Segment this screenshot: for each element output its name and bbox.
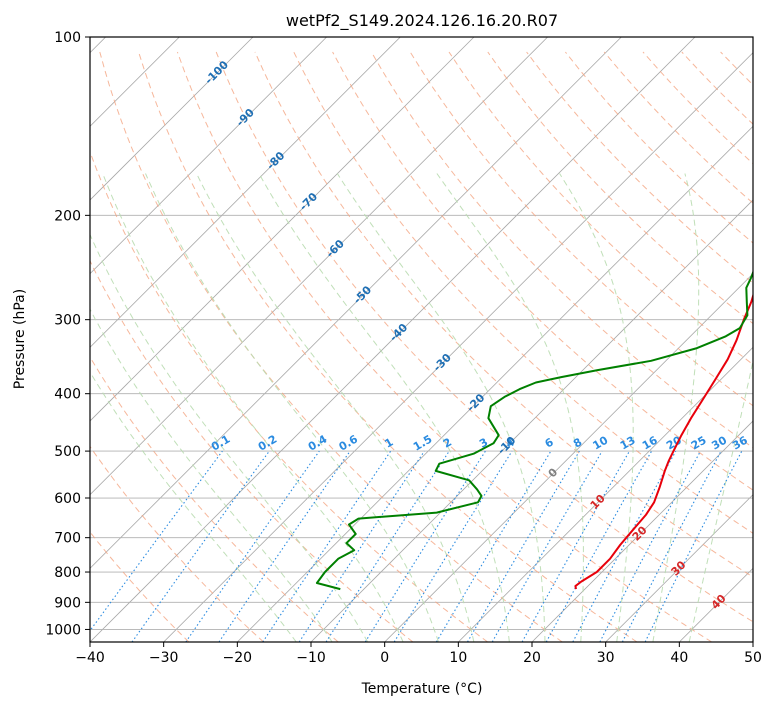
- dry-adiabat: [332, 51, 753, 491]
- x-tick-label: 0: [380, 650, 389, 666]
- moist-adiabat: [196, 173, 475, 642]
- mixing-ratio-line: [545, 450, 653, 642]
- dry-adiabat: [99, 51, 563, 642]
- moist-adiabat: [90, 233, 369, 642]
- plot-frame: [89, 36, 754, 643]
- isotherm-line: [163, 52, 753, 642]
- moist-adiabat: [652, 173, 700, 642]
- x-axis-label: Temperature (°C): [361, 681, 483, 697]
- moist-adiabat: [688, 358, 753, 642]
- isotherm-line: [90, 37, 622, 569]
- isotherm-line: [384, 273, 753, 642]
- moist-adiabat: [436, 173, 584, 642]
- mixing-ratio-line: [298, 450, 425, 642]
- mixing-ratio-line: [325, 450, 450, 642]
- isotherm-line: [90, 37, 401, 348]
- isotherm-line: [458, 346, 753, 642]
- x-tick-label: −10: [296, 650, 326, 666]
- moist-adiabat: [102, 173, 404, 642]
- y-tick-label: 900: [54, 595, 81, 611]
- isotherm-line: [90, 37, 254, 201]
- y-tick-label: 300: [54, 313, 81, 329]
- isotherm-line: [90, 37, 475, 422]
- y-tick-label: 700: [54, 531, 81, 547]
- moist-adiabat: [145, 173, 439, 642]
- dewpoint-profile: [315, 269, 753, 591]
- x-tick-label: 30: [597, 650, 615, 666]
- dry-adiabat: [293, 51, 753, 534]
- dry-adiabat: [409, 51, 753, 407]
- isotherm-line: [90, 37, 327, 275]
- y-tick-label: 1000: [45, 622, 81, 638]
- mixing-ratio-line: [644, 450, 743, 642]
- moist-adiabat: [336, 173, 546, 642]
- moist-adiabat: [90, 308, 333, 642]
- y-tick-label: 600: [54, 491, 81, 507]
- mixing-ratio-line: [131, 450, 270, 642]
- mixing-ratio-line: [185, 450, 320, 642]
- profiles: [315, 269, 753, 591]
- dry-adiabat: [215, 51, 753, 623]
- x-axis: −40 −30 −20 −10 0 10 20 30 40 50: [75, 642, 762, 666]
- mixing-ratio-line: [572, 450, 677, 642]
- isotherm-line: [237, 125, 753, 642]
- dry-adiabat: [176, 51, 712, 642]
- mixing-ratio-line: [218, 450, 351, 642]
- x-tick-label: 20: [523, 650, 541, 666]
- mixing-ratio-line: [262, 450, 392, 642]
- x-tick-label: −40: [75, 650, 105, 666]
- y-tick-label: 800: [54, 565, 81, 581]
- y-axis-label: Pressure (hPa): [12, 289, 28, 389]
- dry-adiabat: [370, 51, 753, 449]
- temperature-profile: [574, 292, 753, 590]
- y-tick-label: 400: [54, 387, 81, 403]
- y-tick-label: 100: [54, 30, 81, 46]
- x-tick-label: 10: [449, 650, 467, 666]
- x-tick-label: 40: [670, 650, 688, 666]
- dry-adiabat: [90, 259, 414, 642]
- isotherm-line: [90, 37, 696, 642]
- moist-adiabat: [559, 173, 634, 642]
- isotherm-line: [90, 37, 548, 496]
- dry-adiabat: [487, 51, 753, 325]
- x-tick-label: −20: [223, 650, 253, 666]
- mixing-ratio-line: [393, 450, 513, 642]
- x-tick-label: 50: [744, 650, 762, 666]
- mixing-ratio-line: [521, 450, 630, 642]
- y-tick-label: 500: [54, 444, 81, 460]
- dry-adiabat: [448, 51, 753, 366]
- chart-title: wetPf2_S149.2024.126.16.20.R07: [286, 11, 558, 31]
- moist-adiabat: [90, 370, 297, 642]
- isotherm-line: [531, 420, 753, 642]
- background-lines: [90, 37, 753, 642]
- dry-adiabat: [138, 51, 638, 642]
- dry-adiabat: [90, 356, 339, 642]
- dry-adiabat: [90, 150, 488, 642]
- dry-adiabat: [90, 445, 264, 642]
- y-axis: 100 200 300 400 500 600 700 800 900 1000: [45, 30, 90, 638]
- y-tick-label: 200: [54, 208, 81, 224]
- mixing-ratio-line: [90, 450, 223, 632]
- isotherm-line: [605, 494, 753, 642]
- x-tick-label: −30: [149, 650, 179, 666]
- dry-adiabat: [254, 51, 753, 578]
